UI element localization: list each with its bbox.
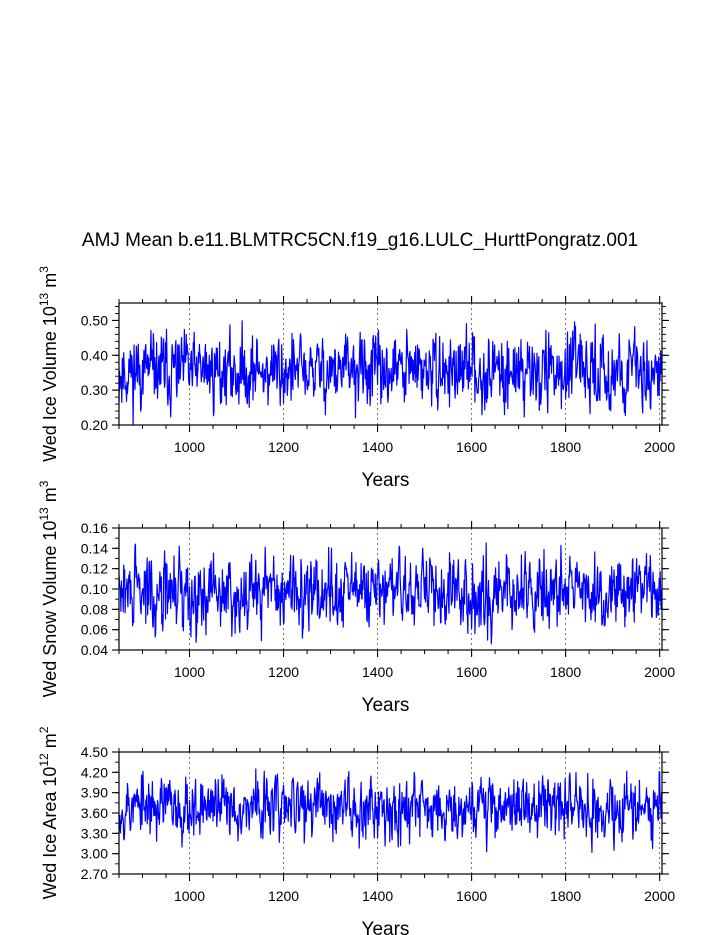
x-tick-label: 1600 [456,664,487,680]
x-axis-title: Years [362,470,410,491]
y-tick-label: 0.20 [81,417,108,433]
x-tick-label: 1400 [362,888,393,904]
x-tick-label: 1400 [362,664,393,680]
x-tick-label: 1000 [174,439,205,455]
y-axis-title: Wed Ice Volume 1013 m3 [37,266,60,462]
y-tick-label: 0.14 [81,540,108,556]
y-tick-label: 0.40 [81,347,108,363]
y-axis-title: Wed Ice Area 1012 m2 [37,726,60,899]
y-tick-label: 0.08 [81,601,108,617]
plot-frame [118,302,663,426]
y-tick-label: 3.30 [81,825,108,841]
x-tick-label: 1600 [456,439,487,455]
y-tick-label: 4.50 [81,744,108,760]
series-line [118,320,663,425]
y-tick-label: 2.70 [81,866,108,882]
x-tick-label: 1000 [174,664,205,680]
y-tick-label: 0.50 [81,312,108,328]
x-tick-label: 1200 [268,664,299,680]
x-tick-label: 2000 [644,439,675,455]
figure-title: AMJ Mean b.e11.BLMTRC5CN.f19_g16.LULC_Hu… [82,230,638,251]
x-tick-label: 1200 [268,439,299,455]
chart-ice-volume: 1000 1200 1400 1600 1800 2000 0.20 0.30 0.40 0.50… [37,266,675,491]
x-axis-title: Years [362,919,410,935]
y-tick-label: 0.16 [81,520,108,536]
y-tick-label: 3.90 [81,785,108,801]
x-tick-label: 1800 [550,439,581,455]
y-tick-label: 0.06 [81,622,108,638]
x-tick-label: 1600 [456,888,487,904]
y-tick-label: 4.20 [81,764,108,780]
y-tick-label: 3.60 [81,805,108,821]
chart-ice-area: 1000 1200 1400 1600 1800 2000 2.70 3.00 3.30 3.60… [37,726,675,935]
x-tick-label: 2000 [644,888,675,904]
x-tick-label: 1800 [550,888,581,904]
series-line [118,768,663,853]
x-tick-label: 2000 [644,664,675,680]
chart-snow-volume: 1000 1200 1400 1600 1800 2000 0.04 0.06 0.08 0.10… [37,480,675,716]
x-axis-title: Years [362,695,410,716]
x-tick-label: 1000 [174,888,205,904]
y-axis-title: Wed Snow Volume 1013 m3 [37,480,60,697]
y-tick-label: 3.00 [81,846,108,862]
y-tick-label: 0.30 [81,382,108,398]
x-tick-label: 1400 [362,439,393,455]
series-line [118,542,663,645]
y-tick-label: 0.10 [81,581,108,597]
x-tick-label: 1200 [268,888,299,904]
x-tick-label: 1800 [550,664,581,680]
y-tick-label: 0.12 [81,561,108,577]
y-tick-label: 0.04 [81,642,108,658]
